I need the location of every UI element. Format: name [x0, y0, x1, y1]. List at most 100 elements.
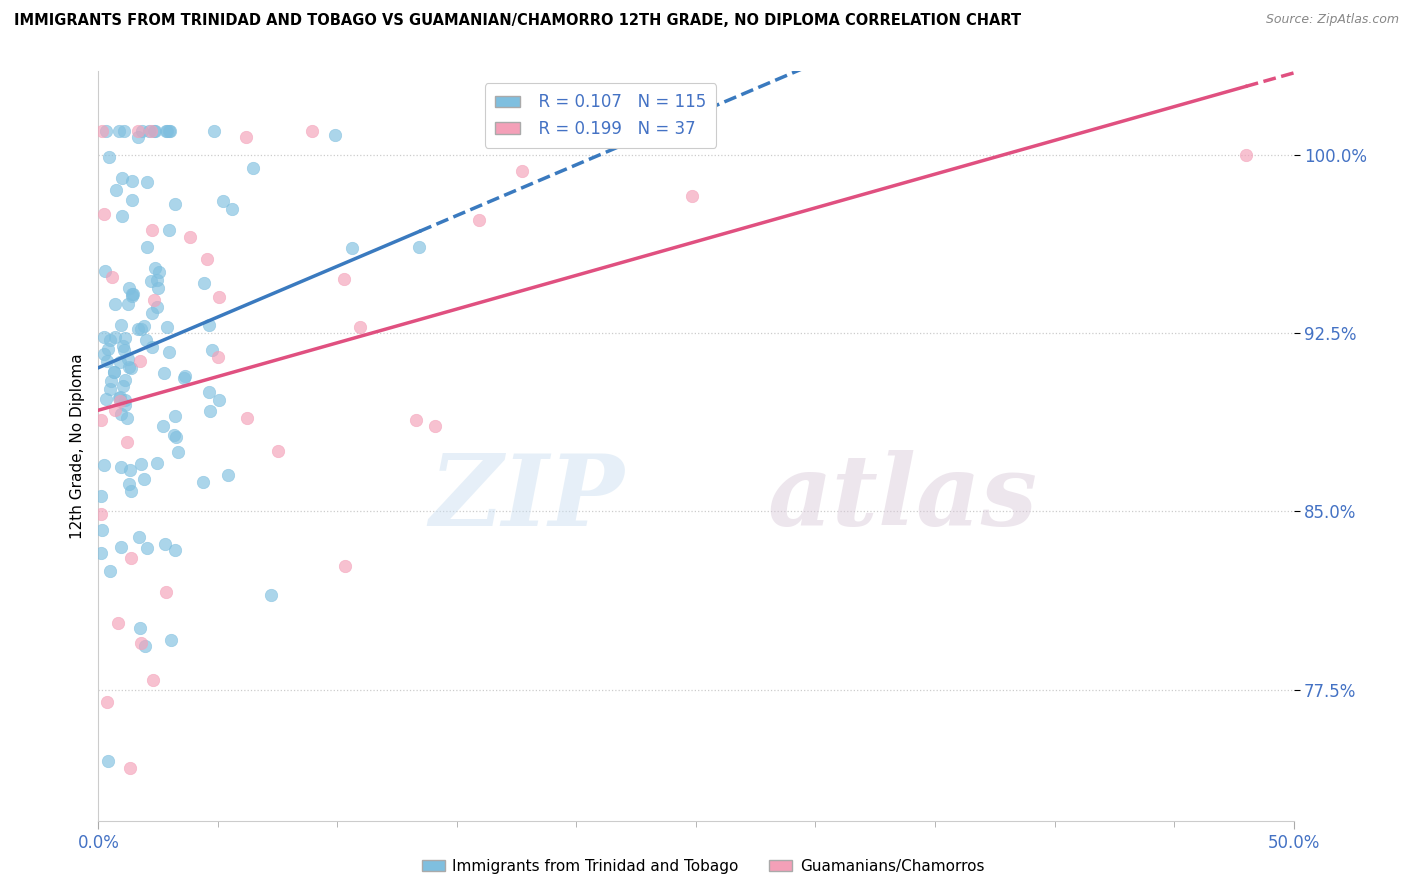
Point	[114, 374, 136, 388]
Legend: Immigrants from Trinidad and Tobago, Guamanians/Chamorros: Immigrants from Trinidad and Tobago, Gua…	[416, 853, 990, 880]
Point	[301, 124, 323, 138]
Point	[200, 343, 222, 358]
Point	[90, 546, 112, 560]
Point	[128, 354, 150, 368]
Point	[91, 523, 114, 537]
Point	[121, 286, 143, 301]
Point	[207, 350, 229, 364]
Point	[94, 124, 117, 138]
Point	[117, 410, 139, 425]
Point	[108, 390, 131, 404]
Point	[96, 695, 118, 709]
Point	[163, 197, 186, 211]
Point	[90, 489, 112, 503]
Point	[110, 318, 132, 332]
Point	[93, 329, 115, 343]
Point	[100, 374, 122, 388]
Point	[142, 673, 165, 688]
Point	[139, 124, 162, 138]
Point	[127, 322, 149, 336]
Point	[146, 281, 169, 295]
Point	[157, 124, 180, 138]
Point	[139, 274, 162, 288]
Point	[104, 330, 127, 344]
Text: atlas: atlas	[768, 450, 1038, 547]
Point	[104, 297, 127, 311]
Point	[467, 213, 489, 227]
Point	[121, 289, 143, 303]
Point	[153, 537, 176, 551]
Point	[141, 223, 163, 237]
Point	[96, 354, 118, 368]
Point	[120, 463, 142, 477]
Point	[107, 616, 129, 631]
Point	[121, 174, 143, 188]
Point	[1234, 147, 1257, 161]
Point	[108, 394, 131, 409]
Point	[167, 444, 190, 458]
Point	[100, 382, 122, 396]
Y-axis label: 12th Grade, No Diploma: 12th Grade, No Diploma	[69, 353, 84, 539]
Point	[143, 124, 166, 138]
Point	[114, 398, 136, 412]
Point	[153, 366, 176, 380]
Point	[146, 273, 169, 287]
Point	[208, 393, 231, 408]
Point	[159, 222, 181, 236]
Point	[117, 296, 139, 310]
Point	[110, 459, 132, 474]
Point	[146, 456, 169, 470]
Point	[141, 306, 163, 320]
Point	[121, 193, 143, 207]
Point	[221, 202, 243, 217]
Point	[93, 346, 115, 360]
Text: ZIP: ZIP	[429, 450, 624, 547]
Point	[131, 124, 153, 138]
Point	[90, 413, 112, 427]
Point	[111, 209, 134, 223]
Point	[90, 124, 112, 138]
Point	[165, 430, 187, 444]
Text: IMMIGRANTS FROM TRINIDAD AND TOBAGO VS GUAMANIAN/CHAMORRO 12TH GRADE, NO DIPLOMA: IMMIGRANTS FROM TRINIDAD AND TOBAGO VS G…	[14, 13, 1021, 29]
Point	[267, 443, 290, 458]
Point	[235, 130, 257, 145]
Point	[198, 318, 221, 332]
Point	[423, 419, 446, 434]
Point	[127, 130, 149, 145]
Point	[217, 467, 239, 482]
Point	[98, 564, 121, 578]
Point	[132, 318, 155, 333]
Point	[129, 621, 152, 635]
Point	[212, 194, 235, 208]
Point	[260, 588, 283, 602]
Point	[160, 632, 183, 647]
Point	[135, 240, 157, 254]
Point	[127, 124, 149, 138]
Point	[155, 124, 177, 138]
Point	[152, 418, 174, 433]
Point	[191, 475, 214, 489]
Point	[108, 391, 131, 405]
Point	[118, 360, 141, 375]
Point	[97, 754, 120, 768]
Point	[108, 355, 131, 369]
Text: Source: ZipAtlas.com: Source: ZipAtlas.com	[1265, 13, 1399, 27]
Point	[131, 458, 153, 472]
Point	[202, 124, 225, 138]
Point	[143, 293, 166, 308]
Point	[159, 124, 181, 138]
Point	[107, 124, 129, 138]
Point	[97, 342, 120, 356]
Point	[90, 507, 112, 521]
Point	[122, 286, 145, 301]
Point	[100, 269, 122, 284]
Point	[111, 171, 134, 186]
Point	[405, 413, 427, 427]
Point	[323, 128, 346, 142]
Point	[114, 393, 136, 408]
Point	[112, 343, 135, 357]
Point	[118, 281, 141, 295]
Point	[208, 290, 231, 304]
Point	[120, 360, 142, 375]
Point	[136, 175, 159, 189]
